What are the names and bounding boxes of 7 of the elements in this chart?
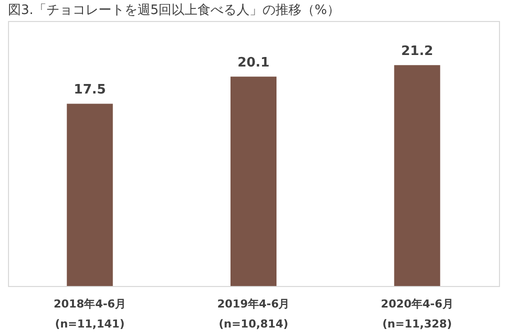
x-tick-label: 2020年4-6月 (n=11,328) — [380, 298, 454, 330]
x-tick-label: 2018年4-6月 (n=11,141) — [54, 298, 126, 330]
data-label: 17.5 — [74, 82, 106, 98]
data-label: 20.1 — [237, 56, 270, 71]
data-label: 21.2 — [401, 44, 434, 60]
x-tick-label: 2019年4-6月 (n=10,814) — [217, 298, 290, 330]
chart-title: 図3.「チョコレートを週5回以上食べる人」の推移（%） — [8, 3, 340, 18]
